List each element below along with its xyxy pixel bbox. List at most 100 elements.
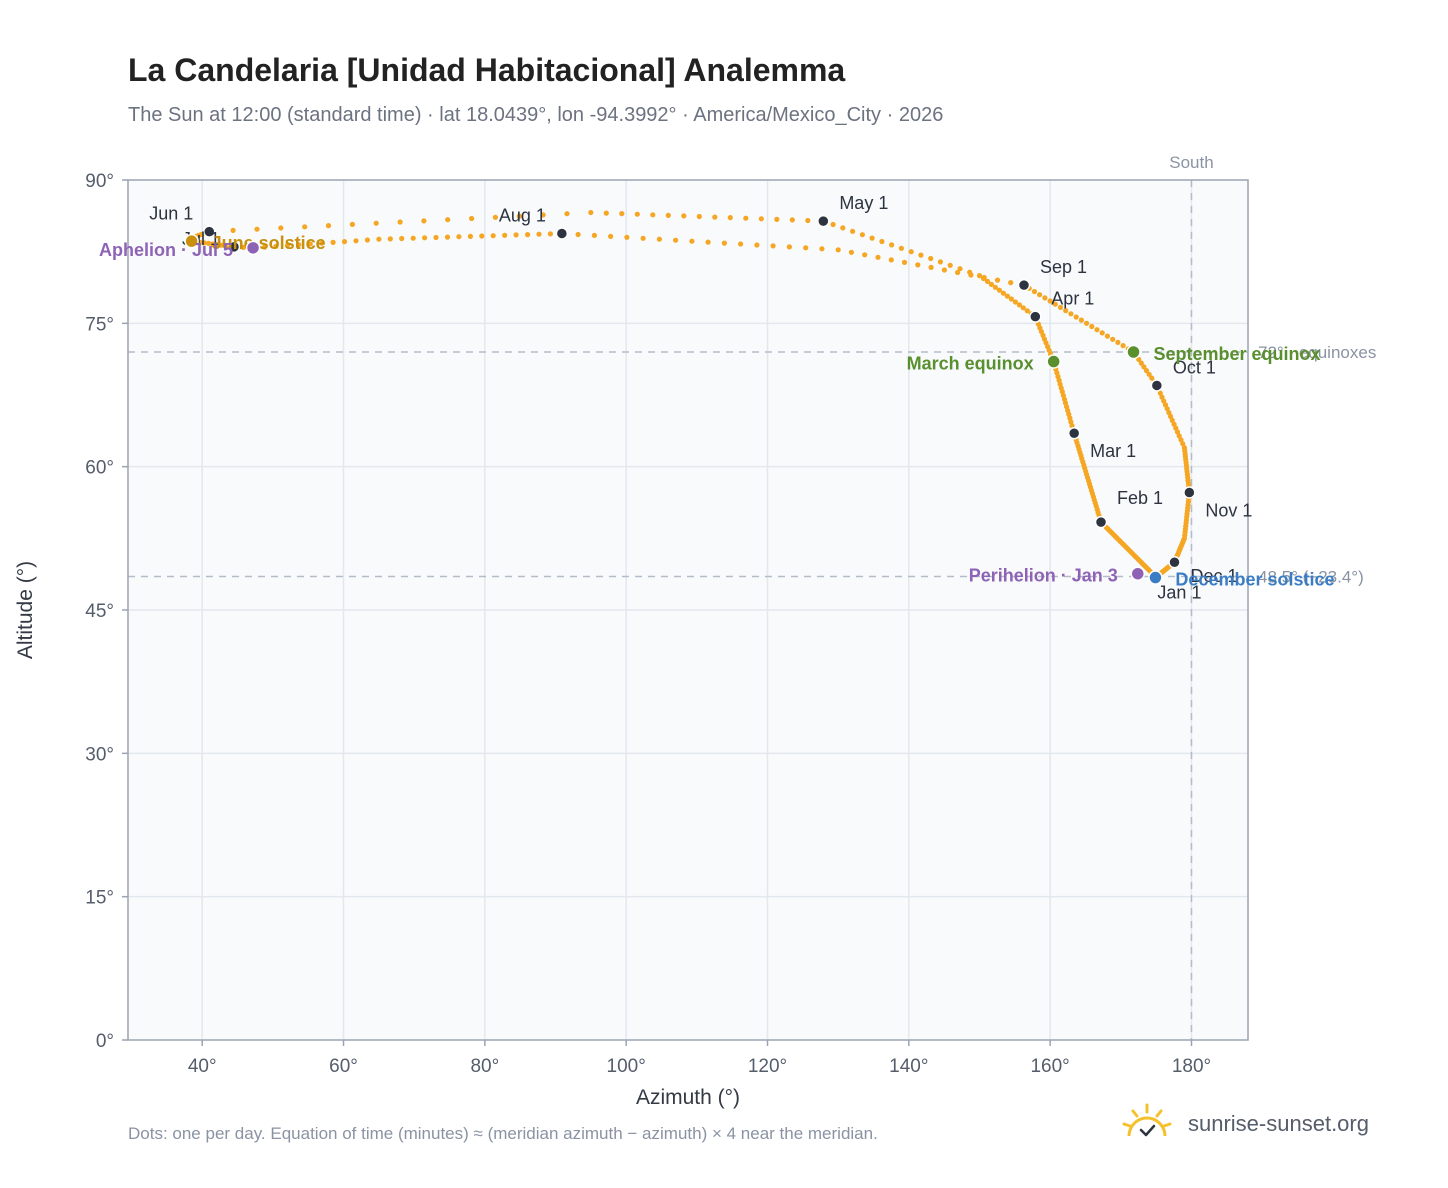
day-dot <box>1174 429 1181 435</box>
day-dot <box>1063 308 1069 314</box>
day-dot <box>1073 314 1079 320</box>
day-dot <box>984 278 991 284</box>
month-label: Feb 1 <box>1117 488 1163 508</box>
day-dot <box>492 214 498 220</box>
day-dot <box>278 225 284 231</box>
y-tick-label: 60° <box>85 458 114 479</box>
day-dot <box>835 247 841 253</box>
month-label: Oct 1 <box>1173 357 1216 377</box>
event-markers: March equinox September equinox June solst… <box>99 233 1334 589</box>
day-dot <box>1052 301 1058 307</box>
month-label: May 1 <box>839 193 888 213</box>
event-marker <box>184 233 199 249</box>
day-dot <box>536 231 542 237</box>
day-dot <box>1020 305 1026 311</box>
day-dot <box>705 239 711 245</box>
day-dot <box>206 240 212 246</box>
day-dot <box>222 243 229 249</box>
page-subtitle: The Sun at 12:00 (standard time) · lat 1… <box>128 104 944 126</box>
day-dot <box>634 211 640 217</box>
day-dot <box>879 238 885 245</box>
december-altitude-label: 48.5° (−23.4°) <box>1258 568 1364 587</box>
month-marker <box>1094 515 1108 529</box>
day-dot <box>1166 410 1172 416</box>
y-tick-label: 0° <box>96 1031 114 1052</box>
day-dot <box>422 235 428 241</box>
day-dot <box>1115 339 1121 345</box>
day-dot <box>210 241 216 247</box>
grid <box>128 180 1248 1040</box>
x-axis-label: Azimuth (°) <box>636 1086 740 1109</box>
day-dot <box>994 277 1001 283</box>
y-tick-label: 45° <box>85 601 114 622</box>
day-dot <box>738 241 744 247</box>
day-dot <box>830 221 836 228</box>
month-label: Sep 1 <box>1040 257 1087 277</box>
day-dot <box>1042 295 1048 301</box>
y-tick-label: 75° <box>85 314 114 335</box>
day-dot <box>957 266 963 272</box>
day-dot <box>490 233 496 239</box>
event-marker <box>1046 354 1061 369</box>
day-dot <box>1146 371 1152 377</box>
day-dot <box>819 246 825 252</box>
event-marker <box>1148 570 1163 585</box>
day-dot <box>1004 293 1011 299</box>
day-dot <box>376 236 382 242</box>
brand-name[interactable]: sunrise-sunset.org <box>1188 1111 1369 1136</box>
y-tick-label: 15° <box>85 888 114 909</box>
day-dot <box>848 249 855 255</box>
day-dot <box>981 274 987 281</box>
day-dot <box>296 242 302 248</box>
month-label: Jun 1 <box>149 204 193 224</box>
day-dot <box>1078 317 1084 323</box>
x-tick-label: 180° <box>1172 1056 1211 1077</box>
day-dot <box>1180 441 1186 447</box>
day-dot <box>273 243 279 249</box>
day-dot <box>712 214 718 220</box>
day-dot <box>1157 390 1163 396</box>
day-dot <box>1159 394 1165 400</box>
day-dot <box>564 211 570 217</box>
sun-logo-icon <box>1122 1103 1172 1137</box>
day-dot <box>758 216 764 222</box>
day-dot <box>770 243 776 249</box>
day-dot <box>364 237 370 243</box>
day-dot <box>898 245 905 251</box>
day-dot <box>1031 288 1037 295</box>
day-dot <box>373 220 379 226</box>
month-label: Nov 1 <box>1205 500 1252 520</box>
day-dot <box>1169 417 1175 423</box>
month-marker <box>1183 486 1196 499</box>
day-dot <box>325 223 332 229</box>
day-dot <box>901 259 908 265</box>
day-dot <box>1110 336 1116 342</box>
month-label: Mar 1 <box>1090 441 1136 461</box>
event-marker <box>1126 344 1141 360</box>
day-dot <box>307 241 313 247</box>
day-dot <box>869 235 875 241</box>
day-dot <box>444 234 451 240</box>
day-dot <box>397 219 403 225</box>
day-dot <box>743 215 749 221</box>
x-tick-label: 100° <box>607 1056 646 1077</box>
month-marker <box>555 227 569 240</box>
day-dot <box>1176 433 1182 439</box>
day-dot <box>681 213 687 219</box>
day-dot <box>988 281 995 287</box>
brand[interactable]: sunrise-sunset.org <box>1120 1102 1369 1146</box>
day-dot <box>1016 302 1023 308</box>
day-dot <box>1012 299 1019 305</box>
month-marker <box>1017 278 1031 292</box>
event-label: Perihelion · Jan 3 <box>969 566 1118 586</box>
day-dot <box>992 284 999 290</box>
day-dot <box>721 240 728 246</box>
day-dot <box>859 232 866 238</box>
month-label: Dec 1 <box>1191 566 1238 586</box>
equinox-altitude-label: 72° · equinoxes <box>1258 343 1376 362</box>
day-dot <box>875 254 881 260</box>
day-dot <box>968 272 974 278</box>
day-dot <box>803 245 809 251</box>
day-dot <box>608 233 614 239</box>
